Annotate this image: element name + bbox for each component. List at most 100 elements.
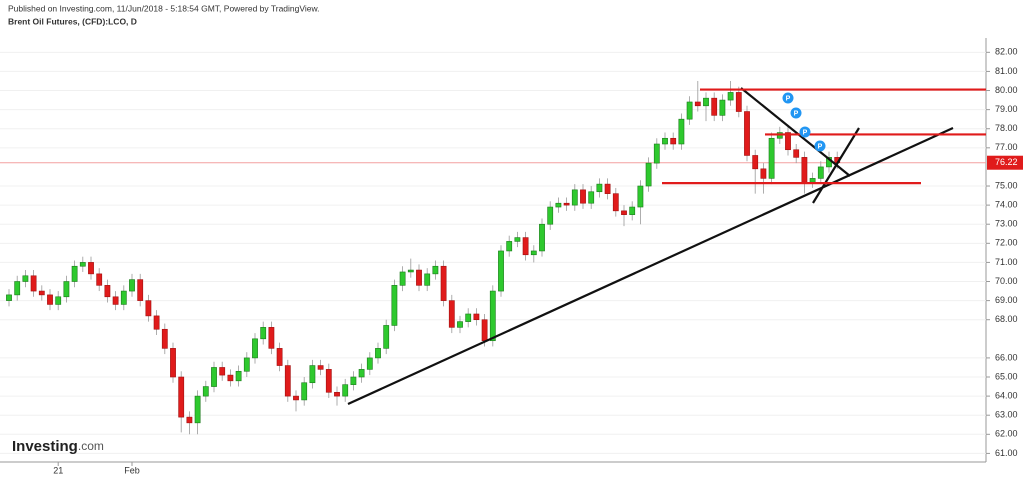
logo-suffix: .com bbox=[78, 439, 104, 453]
candle-body bbox=[719, 99, 726, 116]
candle-body bbox=[186, 416, 193, 424]
candle-body bbox=[530, 250, 537, 256]
candle-body bbox=[744, 111, 750, 156]
candle-body bbox=[47, 294, 53, 305]
candle-body bbox=[555, 202, 562, 208]
candle-body bbox=[703, 97, 709, 107]
candle-body bbox=[55, 296, 62, 305]
candle-body bbox=[489, 290, 496, 342]
event-marker-label: P bbox=[794, 110, 799, 117]
candle-body bbox=[112, 296, 119, 305]
x-tick-label: Feb bbox=[124, 465, 140, 475]
candle-body bbox=[63, 281, 70, 298]
candle-body bbox=[161, 328, 168, 349]
candle-body bbox=[14, 281, 21, 296]
candle-body bbox=[785, 132, 791, 151]
event-marker bbox=[799, 126, 811, 138]
candle-body bbox=[399, 271, 406, 286]
last-price-box bbox=[987, 155, 1023, 170]
candle-body bbox=[268, 327, 275, 349]
candle-body bbox=[79, 262, 86, 267]
y-tick-label: 78.00 bbox=[995, 123, 1018, 133]
candle-body bbox=[6, 294, 12, 301]
y-tick-label: 68.00 bbox=[995, 314, 1018, 324]
candle-body bbox=[293, 395, 299, 401]
candle-body bbox=[760, 168, 767, 179]
plot-area: 82.00 81.00 80.00 79.00 78.00 77.00 75.00 74.00… bbox=[0, 47, 1018, 475]
candle-body bbox=[391, 285, 398, 326]
candle-body bbox=[637, 185, 644, 208]
candle-body bbox=[448, 300, 455, 328]
candle-body bbox=[473, 313, 480, 321]
candle-body bbox=[276, 348, 283, 366]
candle-body bbox=[88, 262, 94, 275]
candle-body bbox=[580, 189, 586, 204]
y-tick-label: 62.00 bbox=[995, 429, 1018, 439]
candle-body bbox=[768, 137, 775, 179]
trend-line bbox=[740, 87, 851, 177]
candle-body bbox=[424, 273, 431, 286]
candle-body bbox=[38, 290, 45, 296]
candle-body bbox=[375, 348, 381, 359]
candle-body bbox=[440, 265, 447, 301]
candle-body bbox=[358, 369, 365, 378]
y-tick-label: 70.00 bbox=[995, 276, 1018, 286]
candle-body bbox=[96, 273, 103, 286]
candle-body bbox=[465, 313, 472, 322]
candle-body bbox=[506, 241, 513, 252]
candle-body bbox=[235, 370, 242, 382]
y-tick-label: 65.00 bbox=[995, 371, 1018, 381]
candle-body bbox=[571, 189, 578, 206]
event-marker-label: P bbox=[818, 143, 823, 150]
logo: Investing.com bbox=[12, 438, 104, 455]
candle-body bbox=[662, 137, 668, 145]
candle-body bbox=[416, 269, 422, 286]
candle-body bbox=[194, 395, 201, 424]
published-note: Published on Investing.com, 11/Jun/2018 … bbox=[8, 3, 320, 13]
candle-body bbox=[547, 206, 554, 225]
y-tick-label: 69.00 bbox=[995, 295, 1018, 305]
candle-body bbox=[457, 321, 463, 328]
y-tick-label: 64.00 bbox=[995, 390, 1018, 400]
candle-body bbox=[202, 386, 209, 397]
candle-body bbox=[604, 183, 611, 194]
event-marker bbox=[782, 92, 794, 104]
event-marker bbox=[814, 140, 826, 152]
y-tick-label: 73.00 bbox=[995, 219, 1018, 229]
candle-body bbox=[325, 369, 332, 393]
candle-body bbox=[752, 155, 759, 170]
candle-body bbox=[252, 338, 258, 359]
candle-body bbox=[563, 202, 570, 206]
candle-body bbox=[383, 325, 390, 349]
event-marker-label: P bbox=[803, 129, 808, 136]
candle-body bbox=[137, 279, 144, 301]
y-tick-label: 71.00 bbox=[995, 257, 1018, 267]
candle-body bbox=[342, 384, 349, 397]
candle-body bbox=[514, 237, 521, 242]
candle-body bbox=[621, 210, 627, 215]
candle-body bbox=[432, 265, 439, 275]
candle-body bbox=[793, 149, 800, 158]
candle-body bbox=[686, 101, 693, 120]
y-tick-label: 61.00 bbox=[995, 448, 1018, 458]
y-tick-label: 77.00 bbox=[995, 142, 1018, 152]
candle-body bbox=[498, 250, 504, 292]
x-tick-label: 21 bbox=[53, 465, 63, 475]
candle-body bbox=[735, 92, 742, 112]
candle-body bbox=[678, 118, 685, 145]
candle-body bbox=[30, 275, 37, 292]
candle-body bbox=[694, 101, 701, 107]
candle-body bbox=[588, 191, 595, 204]
y-tick-label: 80.00 bbox=[995, 85, 1018, 95]
candle-body bbox=[309, 365, 316, 384]
candle-body bbox=[211, 367, 217, 387]
candle-body bbox=[153, 315, 160, 330]
candle-body bbox=[71, 265, 78, 282]
candle-body bbox=[801, 157, 808, 183]
candle-body bbox=[301, 382, 308, 401]
candle-body bbox=[522, 237, 529, 256]
candle-body bbox=[243, 357, 250, 372]
candle-body bbox=[645, 162, 652, 187]
y-tick-label: 66.00 bbox=[995, 352, 1018, 362]
